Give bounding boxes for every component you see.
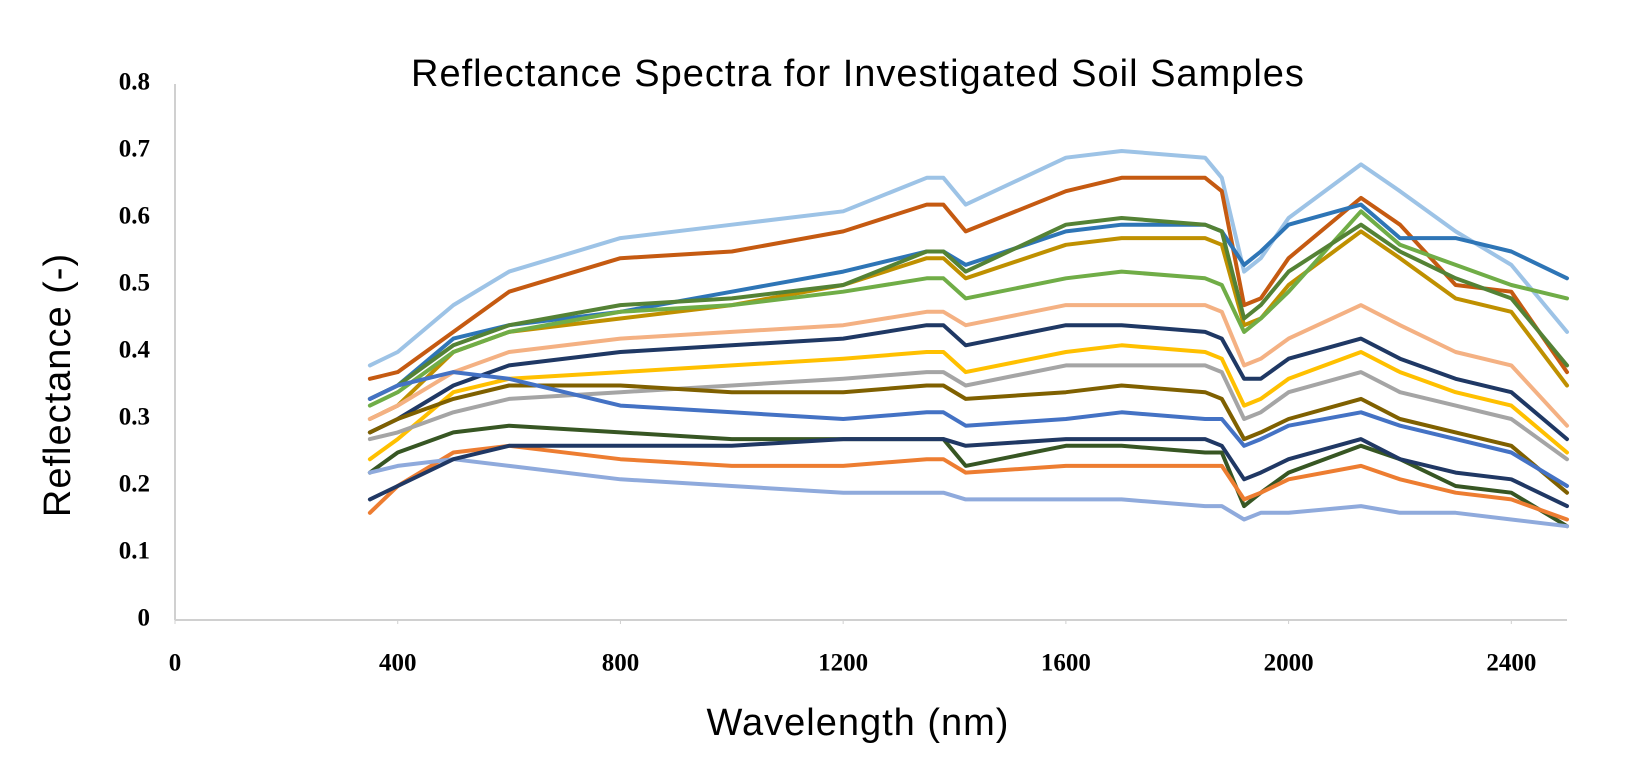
y-axis-label: Reflectance (-) bbox=[37, 253, 79, 517]
y-tick-label: 0.7 bbox=[119, 136, 150, 163]
series-line bbox=[367, 303, 1569, 428]
series-line bbox=[367, 443, 1569, 522]
x-tick-label: 1600 bbox=[1041, 650, 1091, 677]
y-tick-label: 0.8 bbox=[119, 69, 150, 96]
series-line bbox=[367, 323, 1569, 442]
series-line bbox=[367, 209, 1569, 408]
series-line bbox=[367, 457, 1569, 529]
x-tick-label: 2000 bbox=[1264, 650, 1314, 677]
series-line bbox=[367, 216, 1569, 401]
x-axis-label: Wavelength (nm) bbox=[707, 702, 1010, 744]
series-line bbox=[367, 149, 1569, 368]
series-line bbox=[367, 229, 1569, 421]
y-tick-label: 0.3 bbox=[119, 404, 150, 431]
y-tick-label: 0.5 bbox=[119, 270, 150, 297]
series-line bbox=[367, 383, 1569, 495]
x-tick-label: 800 bbox=[602, 650, 640, 677]
y-tick-label: 0.2 bbox=[119, 471, 150, 498]
x-tick-label: 0 bbox=[169, 650, 182, 677]
y-tick-label: 0.4 bbox=[119, 337, 151, 364]
series-line bbox=[367, 363, 1569, 462]
series-line bbox=[367, 423, 1569, 529]
series-line bbox=[367, 202, 1569, 401]
y-tick-label: 0.6 bbox=[119, 203, 150, 230]
y-tick-label: 0.1 bbox=[119, 538, 150, 565]
x-tick-label: 1200 bbox=[818, 650, 868, 677]
series-line bbox=[367, 437, 1569, 509]
series-line bbox=[367, 343, 1569, 462]
series-line bbox=[367, 370, 1569, 488]
x-tick-label: 2400 bbox=[1486, 650, 1536, 677]
y-tick-label: 0 bbox=[138, 605, 151, 632]
series-line bbox=[367, 175, 1569, 381]
chart-title: Reflectance Spectra for Investigated Soi… bbox=[411, 53, 1305, 95]
x-tick-label: 400 bbox=[379, 650, 417, 677]
